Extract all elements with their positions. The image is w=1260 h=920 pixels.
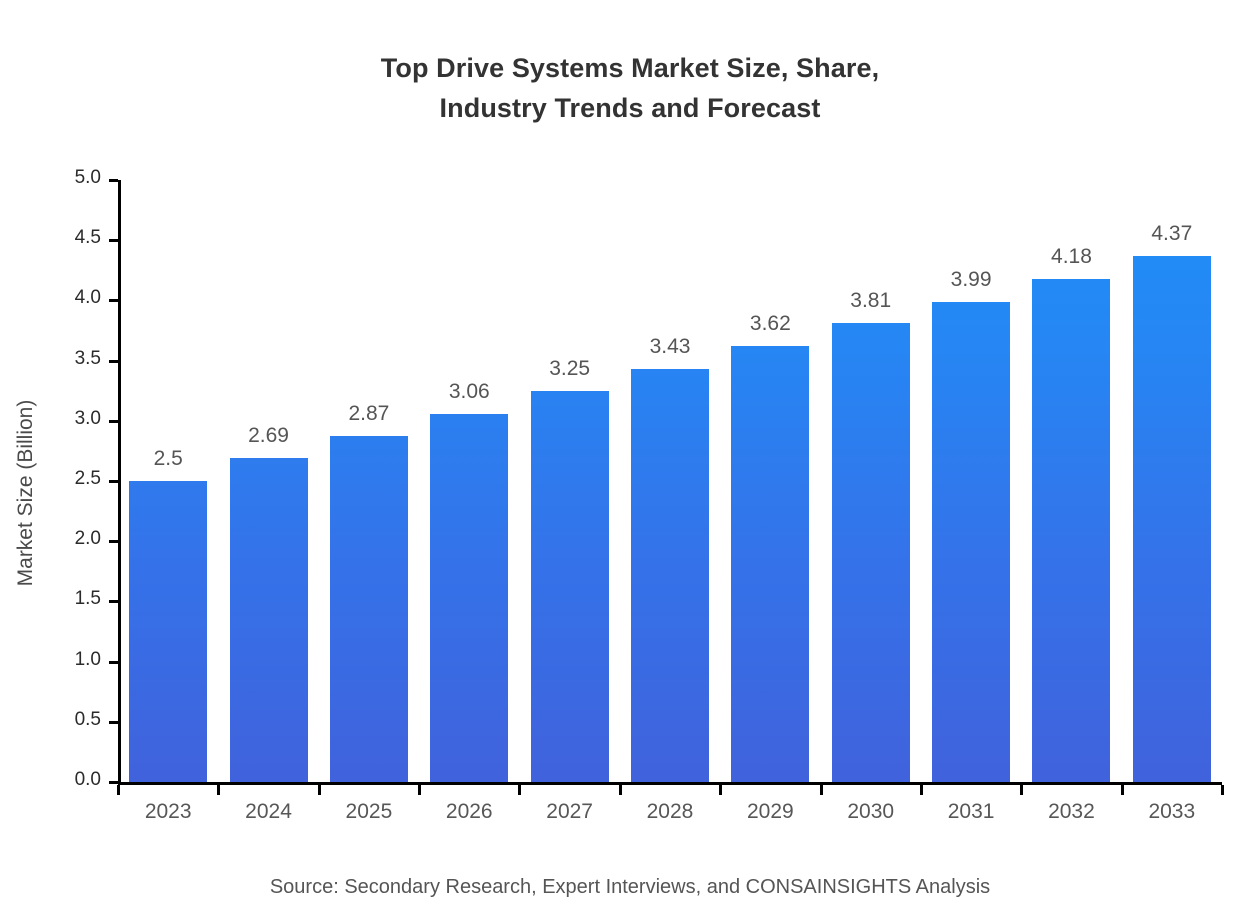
bar-2027[interactable] — [530, 390, 609, 782]
y-tick-mark — [109, 299, 118, 303]
x-tick-mark — [117, 785, 120, 795]
x-tick-label: 2025 — [345, 800, 393, 823]
x-tick-mark — [518, 785, 522, 795]
y-tick-mark — [109, 540, 118, 544]
y-tick-mark — [109, 419, 118, 423]
x-tick-label: 2029 — [746, 800, 794, 823]
bar-fill — [731, 346, 810, 782]
y-tick-mark — [109, 239, 118, 243]
y-tick-mark — [109, 660, 118, 664]
x-tick-mark — [1120, 785, 1124, 795]
bars-layer — [118, 180, 1222, 782]
x-tick-label: 2033 — [1148, 800, 1196, 823]
y-tick-label: 1.0 — [74, 648, 101, 670]
bar-value-label-2029: 3.62 — [749, 312, 791, 336]
x-tick-mark — [317, 785, 321, 795]
bar-2030[interactable] — [831, 323, 910, 782]
bar-fill — [1032, 278, 1111, 782]
x-tick-mark — [1020, 785, 1024, 795]
y-tick-label: 3.5 — [74, 347, 101, 369]
y-tick-mark — [109, 781, 118, 784]
x-tick-label: 2026 — [445, 800, 493, 823]
x-tick-label: 2024 — [245, 800, 292, 823]
x-tick-label: 2031 — [947, 800, 995, 823]
x-tick-mark — [1221, 785, 1224, 795]
y-tick-label: 2.5 — [74, 468, 101, 489]
x-tick-label: 2032 — [1048, 800, 1095, 823]
x-tick-label: 2027 — [546, 800, 593, 823]
x-tick-mark — [719, 785, 723, 795]
plot-area: Market Size (Billion) 0.0 0.5 1.0 1.5 2.0 2.5… — [14, 167, 1224, 823]
x-tick-mark — [418, 785, 422, 795]
bar-value-label-2031: 3.99 — [950, 267, 992, 291]
bar-2023[interactable] — [129, 481, 208, 782]
y-tick-mark — [109, 720, 118, 724]
bar-fill — [1132, 255, 1211, 782]
source-note: Source: Secondary Research, Expert Inter… — [269, 876, 991, 898]
y-tick-label: 5.0 — [74, 167, 101, 188]
chart-title: Top Drive Systems Market Size, Share, In… — [0, 48, 1260, 128]
bar-fill — [831, 323, 910, 782]
bar-2024[interactable] — [229, 458, 308, 782]
x-tick-label: 2030 — [847, 800, 895, 823]
bar-value-label-2027: 3.25 — [549, 356, 591, 380]
y-tick-label: 1.5 — [74, 588, 101, 610]
bar-value-label-2026: 3.06 — [448, 379, 490, 403]
y-tick-mark — [109, 480, 118, 483]
x-axis-spine — [118, 782, 1222, 785]
y-tick-mark — [109, 359, 118, 363]
bar-2026[interactable] — [430, 413, 509, 782]
bar-value-label-2023: 2.5 — [153, 447, 183, 470]
bar-value-label-2033: 4.37 — [1151, 221, 1193, 245]
bar-fill — [631, 369, 709, 782]
x-tick-mark — [819, 785, 823, 795]
bar-value-label-2032: 4.18 — [1051, 244, 1092, 268]
y-axis-spine — [118, 180, 121, 782]
bar-2033[interactable] — [1132, 255, 1211, 782]
y-tick-label: 4.0 — [74, 287, 101, 309]
bar-value-label-2028: 3.43 — [649, 335, 691, 359]
y-tick-label: 2.0 — [74, 528, 101, 550]
y-axis-title: Market Size (Billion) — [14, 399, 37, 587]
bar-2029[interactable] — [731, 346, 810, 782]
bar-value-label-2024: 2.69 — [248, 424, 289, 448]
bar-value-label-2025: 2.87 — [348, 402, 390, 426]
y-tick-mark — [109, 179, 118, 182]
y-tick-label: 0.5 — [74, 708, 101, 730]
bar-value-label-2030: 3.81 — [850, 289, 892, 313]
bar-fill — [932, 301, 1011, 782]
bar-2028[interactable] — [631, 369, 709, 782]
x-tick-label: 2023 — [144, 800, 192, 823]
bar-2031[interactable] — [932, 301, 1011, 782]
chart-title-line-2: Industry Trends and Forecast — [439, 93, 821, 123]
chart-title-line-1: Top Drive Systems Market Size, Share, — [380, 53, 880, 83]
x-tick-mark — [217, 785, 221, 795]
y-tick-label: 0.0 — [74, 769, 101, 790]
x-tick-mark — [618, 785, 622, 795]
bar-fill — [129, 481, 208, 782]
bar-fill — [430, 413, 509, 782]
bar-2032[interactable] — [1032, 278, 1111, 782]
y-tick-mark — [109, 600, 118, 604]
x-tick-label: 2028 — [646, 800, 694, 823]
bar-fill — [530, 390, 609, 782]
y-tick-label: 4.5 — [74, 227, 101, 249]
bar-2025[interactable] — [329, 436, 408, 782]
x-tick-mark — [919, 785, 923, 795]
bar-fill — [329, 436, 408, 782]
bar-fill — [229, 458, 308, 782]
y-tick-label: 3.0 — [74, 407, 101, 429]
